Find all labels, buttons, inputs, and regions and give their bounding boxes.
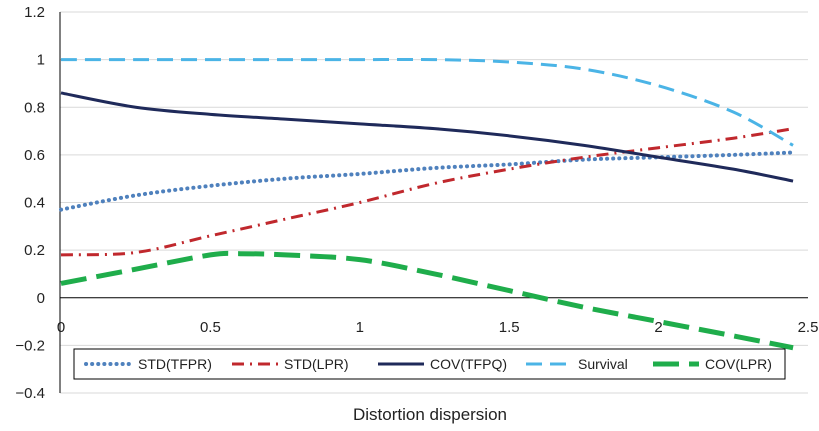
y-tick-label: 0.8	[24, 99, 45, 116]
x-tick-label: 1	[356, 319, 364, 336]
series-line-std-lpr	[60, 127, 794, 257]
y-tick-labels: 1.2 1 0.8 0.6 0.4 0.2 0 −0.2 −0.4	[15, 4, 45, 402]
x-tick-labels: 0 0.5 1 1.5 2 2.5	[57, 319, 819, 336]
x-tick-label: 2.5	[798, 319, 819, 336]
y-tick-label: −0.2	[15, 337, 45, 354]
grid-lines	[60, 11, 808, 394]
y-tick-label: 0.6	[24, 147, 45, 164]
x-tick-label: 0.5	[200, 319, 221, 336]
series-line-std-tfpr	[59, 150, 796, 212]
y-tick-label: 0.4	[24, 195, 45, 212]
y-tick-label: 1.2	[24, 4, 45, 21]
y-tick-label: −0.4	[15, 385, 45, 402]
x-axis-title: Distortion dispersion	[353, 405, 507, 424]
y-tick-label: 1	[37, 52, 45, 69]
series-lines	[59, 57, 796, 351]
axes	[59, 12, 808, 393]
y-tick-label: 0	[37, 290, 45, 307]
x-tick-label: 2	[654, 319, 662, 336]
legend-label: Survival	[578, 356, 628, 372]
y-tick-label: 0.2	[24, 242, 45, 259]
series-line-cov-tfpq	[60, 91, 794, 183]
legend: STD(TFPR) STD(LPR) COV(TFPQ) Survival COV(LP…	[73, 348, 786, 380]
x-tick-label: 0	[57, 319, 65, 336]
legend-label: COV(LPR)	[705, 356, 772, 372]
legend-label: COV(TFPQ)	[430, 356, 507, 372]
legend-label: STD(TFPR)	[138, 356, 212, 372]
series-line-cov-lpr	[60, 250, 794, 351]
x-tick-label: 1.5	[499, 319, 520, 336]
series-line-survival	[61, 57, 794, 147]
legend-label: STD(LPR)	[284, 356, 349, 372]
